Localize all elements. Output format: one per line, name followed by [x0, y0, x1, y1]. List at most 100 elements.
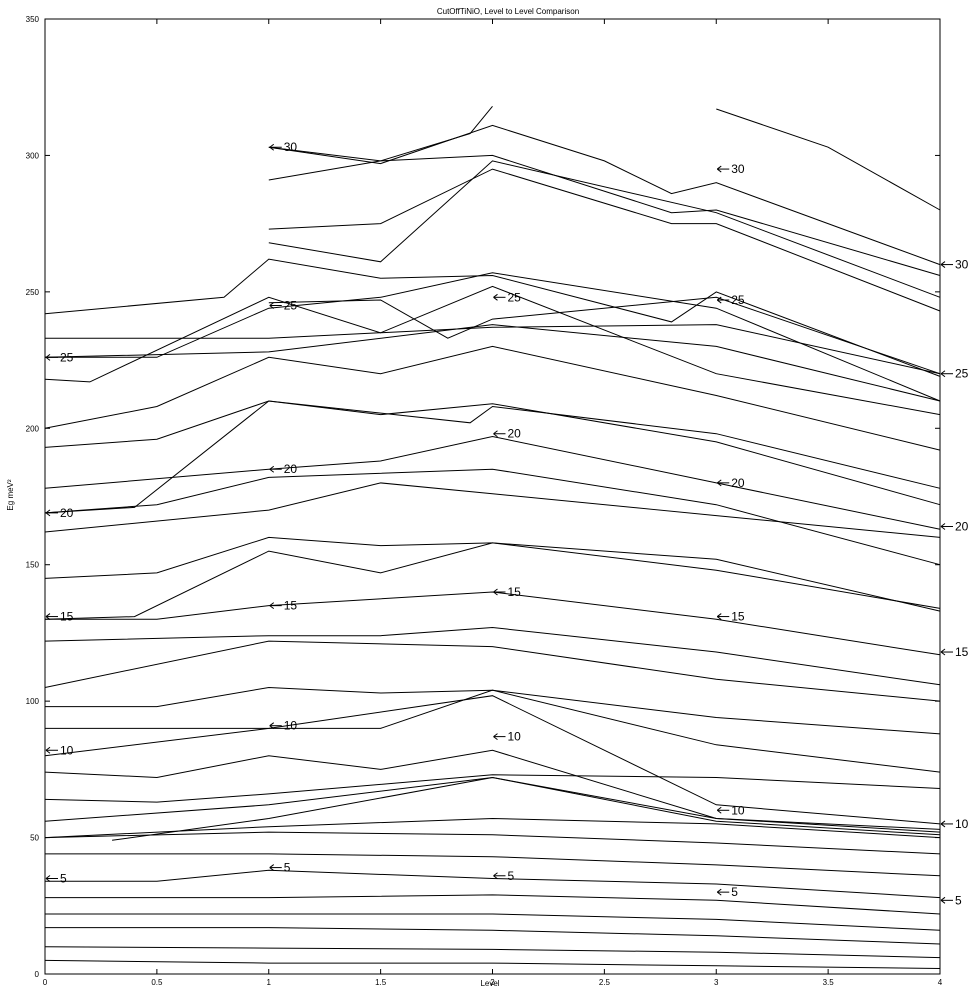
arrow-head: [493, 430, 498, 438]
series-line: [44, 435, 941, 530]
series-line: [268, 168, 941, 312]
arrow-head: [269, 864, 275, 871]
level-label-text: 5: [508, 869, 515, 883]
series-line: [45, 686, 941, 735]
level-label: 15: [45, 610, 74, 624]
arrow-head: [269, 302, 275, 309]
y-tick-label: 350: [26, 15, 40, 24]
level-label: 25: [269, 299, 298, 313]
series-line: [44, 468, 941, 566]
series-line: [112, 776, 941, 841]
level-label-text: 10: [60, 743, 74, 757]
level-label-text: 5: [60, 872, 67, 886]
x-tick-label: 2: [490, 978, 495, 987]
level-label: 15: [269, 599, 298, 613]
series-line: [44, 324, 941, 402]
x-tick-label: 0.5: [151, 978, 163, 987]
arrow-head: [940, 370, 946, 378]
x-axis-label: Level: [480, 979, 499, 988]
y-tick-label: 300: [26, 151, 40, 160]
level-label: 20: [940, 520, 969, 534]
level-label-text: 15: [731, 610, 745, 624]
arrow-head: [269, 722, 275, 730]
level-label-text: 5: [731, 885, 738, 899]
arrow-head: [493, 588, 498, 596]
level-label-text: 20: [955, 520, 969, 534]
level-label-text: 10: [731, 803, 745, 817]
x-tick-label: 3: [714, 978, 719, 987]
level-label: 20: [493, 427, 522, 441]
arrow-head: [716, 296, 722, 304]
series-line: [44, 482, 941, 538]
series-line: [45, 869, 941, 899]
series-line: [45, 894, 941, 915]
arrow-head: [716, 165, 722, 173]
series-group: [44, 105, 941, 969]
level-label-text: 10: [508, 730, 522, 744]
x-tick-label: 1.5: [375, 978, 387, 987]
arrow-head: [45, 353, 51, 361]
series-line: [44, 536, 941, 609]
series-line: [44, 776, 941, 833]
y-tick-label: 100: [26, 697, 40, 706]
level-label: 30: [716, 162, 745, 176]
level-label: 5: [269, 861, 291, 875]
level-label: 15: [940, 645, 969, 659]
arrow-head: [45, 746, 51, 754]
level-label: 5: [716, 885, 738, 899]
x-tick-label: 2.5: [599, 978, 611, 987]
level-label: 10: [716, 803, 745, 817]
arrow-head: [269, 602, 275, 610]
series-line: [44, 817, 941, 839]
level-label-text: 25: [731, 293, 745, 307]
series-line: [44, 695, 941, 825]
series-line: [45, 913, 941, 931]
y-tick-label: 200: [26, 424, 40, 433]
arrow-head: [269, 143, 275, 151]
level-label-text: 30: [284, 140, 298, 154]
level-label-text: 30: [955, 258, 969, 272]
arrow-head: [940, 820, 946, 828]
level-label-text: 25: [508, 290, 522, 304]
series-line: [268, 296, 941, 375]
level-label-text: 20: [508, 427, 522, 441]
y-tick-label: 150: [26, 561, 40, 570]
level-label-text: 20: [731, 476, 745, 490]
arrow-head: [716, 479, 722, 487]
x-tick-label: 0: [43, 978, 48, 987]
level-label: 20: [269, 462, 297, 476]
level-label: 5: [493, 869, 515, 883]
level-label: 15: [493, 585, 521, 599]
level-label-text: 15: [284, 599, 298, 613]
y-tick-label: 0: [35, 970, 40, 979]
series-line: [44, 345, 941, 451]
level-label: 10: [269, 719, 297, 733]
x-tick-label: 1: [267, 978, 272, 987]
series-line: [45, 927, 941, 945]
level-label-text: 15: [60, 610, 74, 624]
level-label: 10: [940, 817, 969, 831]
level-label-text: 5: [284, 861, 291, 875]
arrow-head: [940, 648, 946, 656]
level-label: 20: [716, 476, 745, 490]
series-line: [44, 640, 941, 702]
arrow-head: [716, 888, 722, 896]
level-label-text: 5: [955, 893, 962, 907]
series-line: [268, 160, 941, 298]
series-line: [44, 258, 941, 377]
level-label: 25: [940, 367, 969, 381]
arrow-head: [940, 261, 946, 268]
level-label-text: 10: [955, 817, 969, 831]
x-tick-label: 4: [938, 978, 943, 987]
series-line: [44, 774, 941, 803]
series-line: [44, 542, 941, 620]
level-label: 25: [45, 350, 74, 364]
level-label-text: 25: [955, 367, 969, 381]
series-line: [44, 749, 941, 830]
level-label: 15: [716, 610, 745, 624]
level-label: 30: [269, 140, 298, 154]
level-label-text: 25: [284, 299, 298, 313]
series-line: [44, 285, 941, 416]
series-line: [45, 324, 941, 375]
